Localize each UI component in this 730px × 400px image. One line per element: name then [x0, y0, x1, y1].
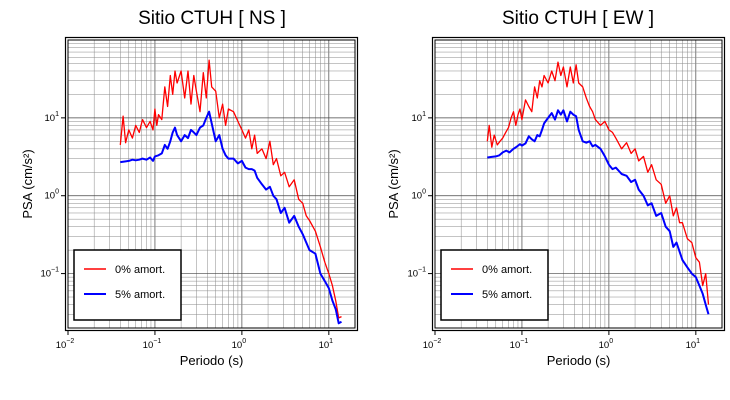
plot-frame — [434, 39, 723, 329]
series-line-5-amort — [120, 110, 342, 325]
y-axis-label: PSA (cm/s²) — [20, 149, 35, 218]
legend: 0% amort. 5% amort. — [73, 249, 182, 321]
x-tick-label: 101 — [686, 338, 701, 351]
series-line-0-amort — [486, 61, 710, 305]
x-tick-exponent: 1 — [696, 338, 700, 345]
x-tick-label: 10−1 — [143, 338, 162, 351]
series-line-0-amort — [119, 59, 342, 319]
plot-frame-outer — [64, 36, 359, 332]
y-tick-exponent: 0 — [55, 189, 59, 196]
x-tick-label: 100 — [232, 338, 247, 351]
x-tick-label: 10−2 — [56, 338, 75, 351]
plot-frame-outer — [431, 36, 726, 332]
x-tick-label: 101 — [319, 338, 334, 351]
x-tick-exponent: 0 — [242, 338, 246, 345]
legend-box — [73, 249, 182, 321]
series-line-5-amort — [487, 109, 710, 315]
x-tick-exponent: −1 — [153, 338, 161, 345]
x-axis-label: Periodo (s) — [180, 353, 244, 368]
x-tick-exponent: −2 — [66, 338, 74, 345]
y-tick-exponent: −1 — [51, 267, 59, 274]
y-tick-label: 10−1 — [407, 267, 426, 280]
legend-label: 5% amort. — [115, 289, 165, 301]
y-tick-exponent: 0 — [422, 189, 426, 196]
y-tick-exponent: −1 — [418, 267, 426, 274]
y-tick-label: 100 — [45, 189, 60, 202]
x-tick-label: 10−2 — [423, 338, 442, 351]
legend-box — [440, 249, 549, 321]
y-tick-exponent: 1 — [55, 111, 59, 118]
y-tick-label: 100 — [412, 189, 427, 202]
x-axis-label: Periodo (s) — [547, 353, 611, 368]
x-tick-label: 10−1 — [510, 338, 529, 351]
x-tick-exponent: 0 — [609, 338, 613, 345]
legend-label: 5% amort. — [482, 289, 532, 301]
y-tick-label: 101 — [412, 111, 427, 124]
legend-label: 0% amort. — [482, 264, 532, 276]
x-tick-exponent: 1 — [329, 338, 333, 345]
legend-label: 0% amort. — [115, 264, 165, 276]
y-tick-exponent: 1 — [422, 111, 426, 118]
chart-title: Sitio CTUH [ EW ] — [502, 8, 654, 29]
y-tick-label: 101 — [45, 111, 60, 124]
x-tick-exponent: −2 — [433, 338, 441, 345]
x-tick-label: 100 — [599, 338, 614, 351]
y-tick-label: 10−1 — [40, 267, 59, 280]
chart-title: Sitio CTUH [ NS ] — [138, 8, 286, 29]
x-tick-exponent: −1 — [520, 338, 528, 345]
legend: 0% amort. 5% amort. — [440, 249, 549, 321]
plot-frame — [67, 39, 356, 329]
y-axis-label: PSA (cm/s²) — [386, 149, 401, 218]
